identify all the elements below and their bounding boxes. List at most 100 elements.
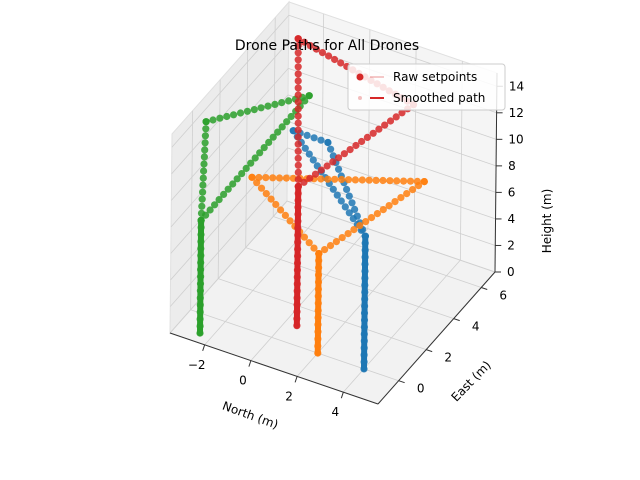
raw-setpoint <box>331 175 339 183</box>
raw-setpoint <box>197 273 205 281</box>
raw-setpoint <box>420 178 428 186</box>
raw-setpoint <box>314 292 322 300</box>
raw-setpoint <box>360 365 368 373</box>
raw-setpoint <box>360 330 368 338</box>
raw-setpoint <box>361 232 369 240</box>
raw-setpoint <box>293 266 301 274</box>
raw-setpoint <box>197 230 205 239</box>
x-tick-mark <box>248 360 252 367</box>
raw-setpoint <box>209 116 217 124</box>
raw-setpoint <box>248 173 256 181</box>
raw-setpoint <box>242 164 250 172</box>
raw-setpoint <box>300 233 308 241</box>
raw-setpoint <box>317 175 325 183</box>
raw-setpoint <box>202 125 210 133</box>
raw-setpoint <box>318 49 327 57</box>
raw-setpoint <box>314 306 322 315</box>
y-gridline <box>245 48 249 248</box>
raw-setpoint <box>362 218 370 226</box>
raw-setpoint <box>202 211 210 219</box>
raw-setpoint <box>386 177 394 185</box>
legend-label-raw: Raw setpoints <box>393 70 477 84</box>
x-tick-mark <box>294 376 298 383</box>
raw-setpoint <box>344 176 353 184</box>
y-gridline <box>190 110 194 310</box>
raw-setpoint <box>198 202 206 210</box>
raw-setpoint <box>398 109 406 117</box>
raw-setpoint <box>314 335 322 343</box>
raw-setpoint <box>196 301 204 309</box>
raw-setpoint <box>197 237 205 246</box>
y-tick-mark <box>398 380 405 384</box>
raw-setpoint <box>272 200 280 209</box>
raw-setpoint <box>391 198 399 206</box>
raw-setpoint <box>198 195 206 203</box>
raw-setpoint <box>293 273 301 281</box>
raw-setpoint <box>361 281 369 289</box>
raw-setpoint <box>360 358 368 366</box>
raw-setpoint <box>223 112 231 121</box>
z-tick-label: 12 <box>509 106 524 120</box>
raw-setpoint <box>229 180 237 188</box>
raw-setpoint <box>305 150 313 158</box>
y-tick-label: 4 <box>472 320 480 334</box>
legend-label-smoothed: Smoothed path <box>393 91 485 105</box>
raw-setpoint <box>386 117 395 125</box>
raw-setpoint <box>200 160 208 168</box>
raw-setpoint <box>256 149 264 157</box>
z-tick-label: 14 <box>509 79 524 93</box>
legend: Raw setpoints Smoothed path <box>347 63 506 111</box>
raw-setpoint <box>293 315 301 323</box>
raw-setpoint <box>315 257 323 265</box>
raw-setpoint <box>344 230 352 238</box>
raw-setpoint <box>294 49 302 57</box>
raw-setpoint <box>375 125 383 133</box>
z-tick-label: 8 <box>508 159 516 173</box>
raw-setpoint <box>294 252 302 260</box>
raw-setpoint <box>293 308 301 316</box>
z-gridline <box>170 94 289 228</box>
raw-setpoint <box>196 329 204 337</box>
x-gridline <box>367 29 371 229</box>
x-tick-label: −2 <box>188 358 206 372</box>
raw-setpoint <box>315 250 323 258</box>
raw-setpoint <box>294 98 302 106</box>
raw-setpoint <box>293 280 301 288</box>
raw-setpoint <box>294 210 302 218</box>
raw-setpoint <box>197 266 205 274</box>
raw-setpoint <box>196 287 204 295</box>
raw-setpoint <box>294 77 302 85</box>
z-gridline <box>287 94 497 167</box>
y-gridline <box>272 17 276 217</box>
raw-setpoint <box>314 299 322 307</box>
raw-setpoint <box>360 309 369 317</box>
raw-setpoint <box>343 185 351 193</box>
raw-setpoint <box>294 238 302 246</box>
raw-setpoint <box>369 129 377 137</box>
raw-setpoint <box>317 166 325 174</box>
raw-setpoint <box>381 121 389 129</box>
raw-setpoint <box>326 242 335 250</box>
raw-setpoint <box>251 154 259 162</box>
raw-setpoint <box>360 337 368 345</box>
raw-setpoint <box>332 238 340 246</box>
z-tick-label: 10 <box>508 132 523 146</box>
x-tick-label: 4 <box>332 405 340 419</box>
raw-setpoint <box>199 174 207 182</box>
raw-setpoint <box>333 191 341 199</box>
raw-setpoint <box>365 176 373 184</box>
raw-setpoint <box>260 144 268 152</box>
raw-setpoint <box>269 133 277 141</box>
z-tick-label: 2 <box>507 238 515 252</box>
x-tick-mark <box>340 392 344 399</box>
raw-setpoint <box>372 176 380 184</box>
raw-setpoint <box>286 217 294 225</box>
raw-setpoint <box>360 323 368 331</box>
raw-setpoint <box>360 351 368 359</box>
raw-setpoint <box>360 316 369 324</box>
y-tick-mark <box>426 349 433 353</box>
raw-setpoint <box>337 59 345 67</box>
raw-setpoint <box>361 239 369 247</box>
x-tick-label: 2 <box>285 389 293 403</box>
